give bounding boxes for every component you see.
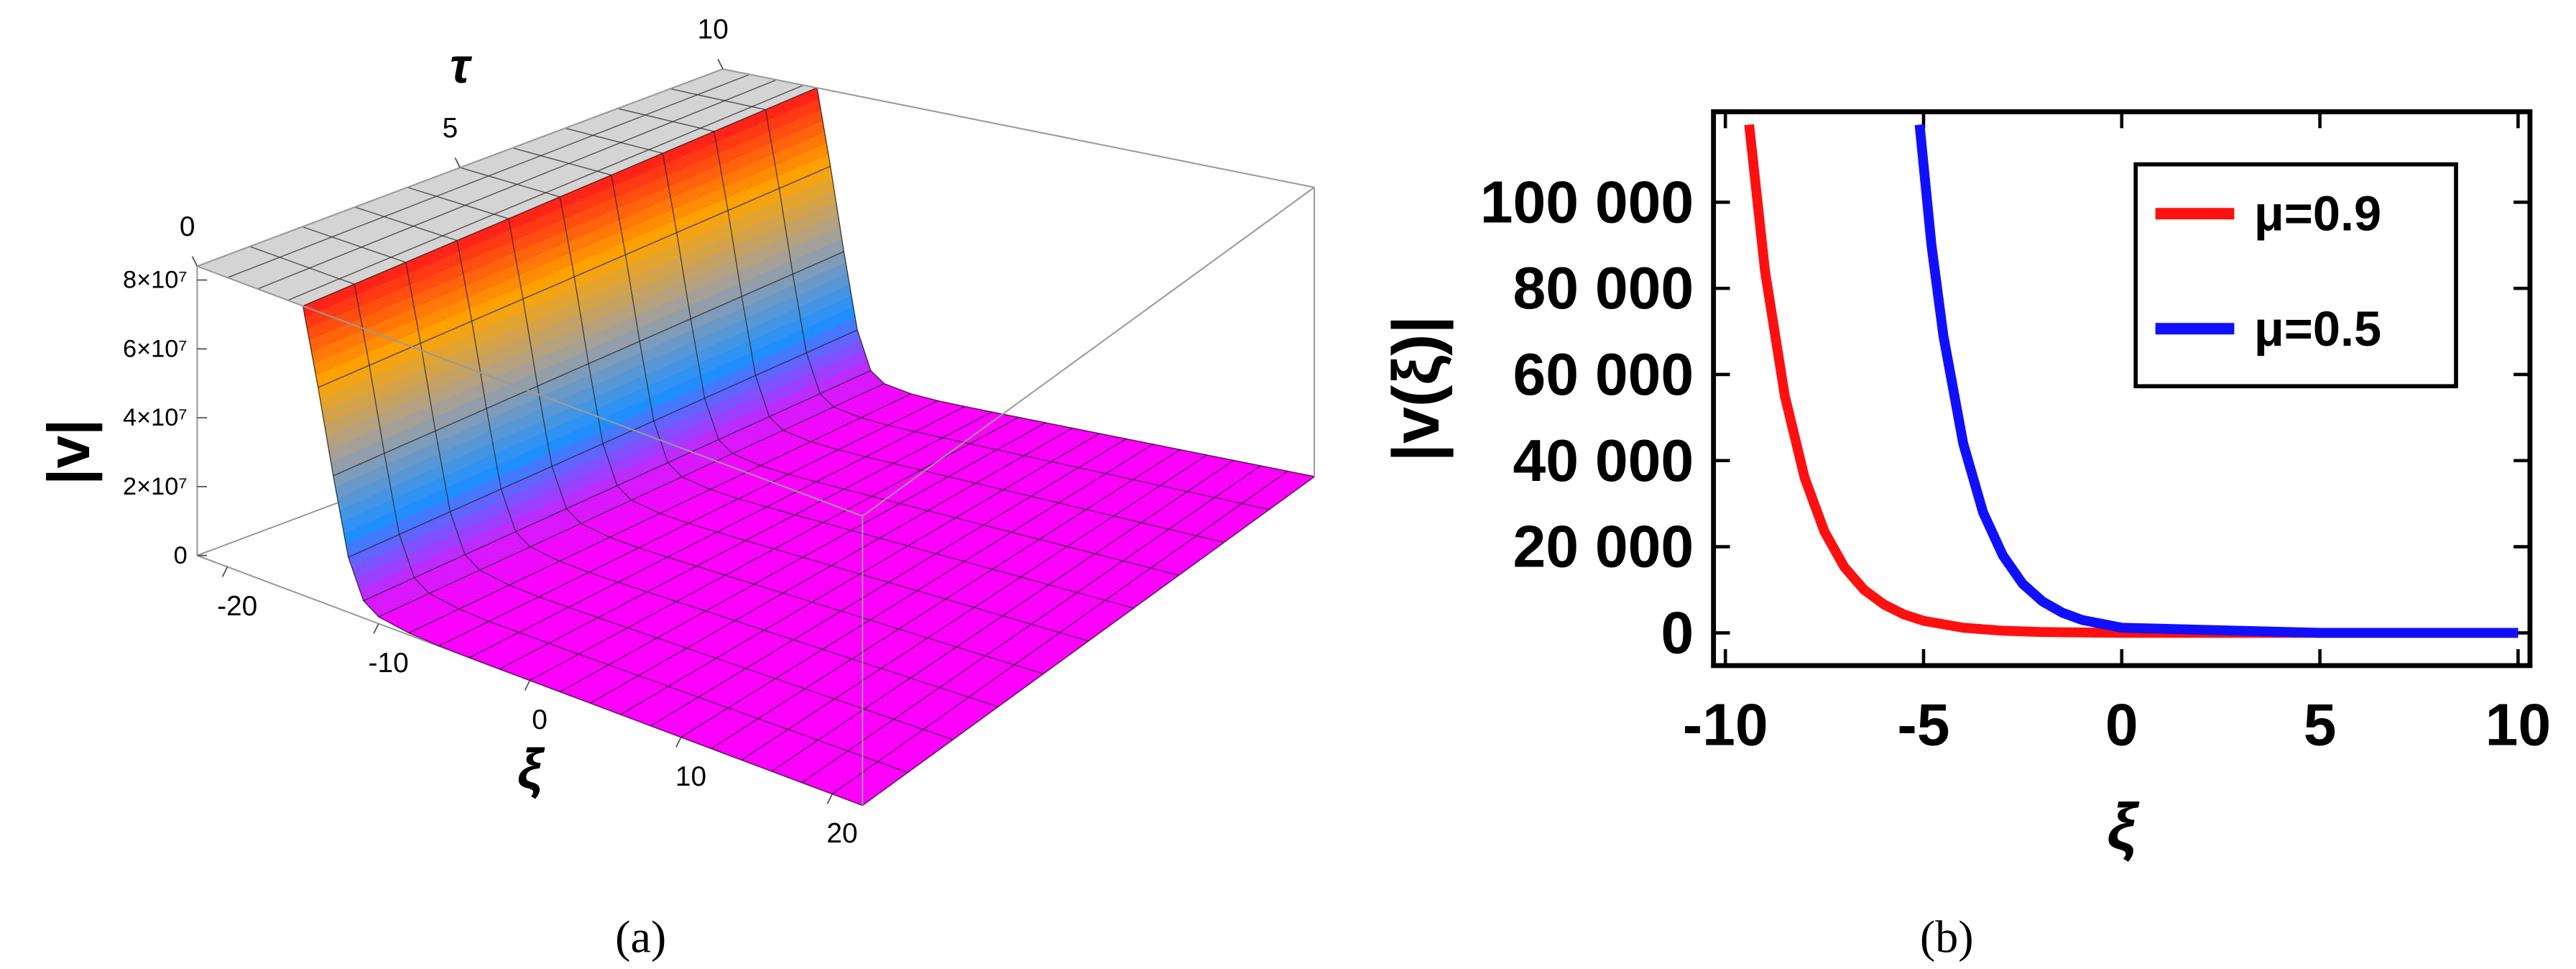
line-series	[1744, 124, 2519, 638]
xi-tick	[826, 794, 834, 804]
box-edge	[197, 265, 863, 517]
mesh-line	[617, 108, 1224, 543]
xi-tick	[373, 623, 379, 634]
x-tick-label: -10	[1683, 692, 1768, 758]
z-tick-label: 2×10⁷	[123, 473, 188, 500]
x-tick-label: 0	[2105, 692, 2138, 758]
xi-tick-label: 10	[675, 761, 706, 792]
z-tick-label: 0	[174, 542, 188, 569]
tau-tick	[454, 157, 461, 168]
z-tick-label: 8×10⁷	[123, 267, 188, 294]
xi-tick	[675, 737, 682, 748]
mesh-line	[302, 226, 954, 740]
x-tick-label: -5	[1897, 692, 1949, 758]
mesh-line	[565, 127, 1179, 576]
xi-tick-label: 20	[826, 818, 857, 849]
y-tick-label: 100 000	[1480, 169, 1694, 235]
x-axis-label: ξ	[2107, 790, 2140, 863]
caption: (b)	[1920, 911, 1974, 963]
tau-tick	[191, 256, 198, 267]
z-tick-label: 4×10⁷	[123, 404, 188, 431]
tau-tick-label: 5	[443, 113, 458, 144]
tau-tick-label: 10	[698, 14, 729, 45]
y-axis-label: τ	[450, 38, 472, 93]
box-edge	[722, 68, 1315, 188]
y-tick-label: 60 000	[1513, 341, 1694, 408]
y-tick-label: 0	[1661, 600, 1694, 666]
mesh-line	[460, 167, 1089, 642]
y-tick-label: 40 000	[1513, 428, 1694, 494]
mesh-line	[512, 147, 1134, 609]
xi-tick-label: 0	[532, 704, 548, 735]
y-axis-label: |v(ξ)|	[1380, 316, 1454, 462]
box-edge	[862, 186, 1315, 517]
x-axis-label: ξ	[517, 738, 545, 800]
caption: (a)	[615, 911, 666, 963]
mesh-line	[722, 68, 1315, 477]
legend-label: μ=0.9	[2254, 186, 2381, 242]
legend-label: μ=0.5	[2254, 301, 2381, 357]
z-axis-label: |v|	[36, 419, 103, 485]
legend-box	[2133, 162, 2458, 389]
tau-tick-label: 0	[180, 211, 195, 242]
mesh-line	[407, 186, 1044, 675]
line-series	[1914, 124, 2519, 638]
mesh-line	[354, 206, 999, 707]
mesh-line	[670, 88, 1270, 510]
y-tick-label: 20 000	[1513, 514, 1694, 580]
xi-tick-label: -10	[369, 648, 409, 679]
mesh-line	[249, 246, 908, 773]
tau-tick	[717, 58, 724, 70]
xi-tick	[221, 566, 228, 577]
z-tick-label: 6×10⁷	[123, 335, 188, 362]
x-tick-label: 5	[2304, 692, 2337, 758]
xi-tick-label: -20	[217, 591, 257, 622]
xi-tick	[524, 680, 531, 691]
y-tick-label: 80 000	[1513, 255, 1694, 321]
mesh-line	[197, 265, 863, 806]
x-tick-label: 10	[2485, 692, 2552, 758]
